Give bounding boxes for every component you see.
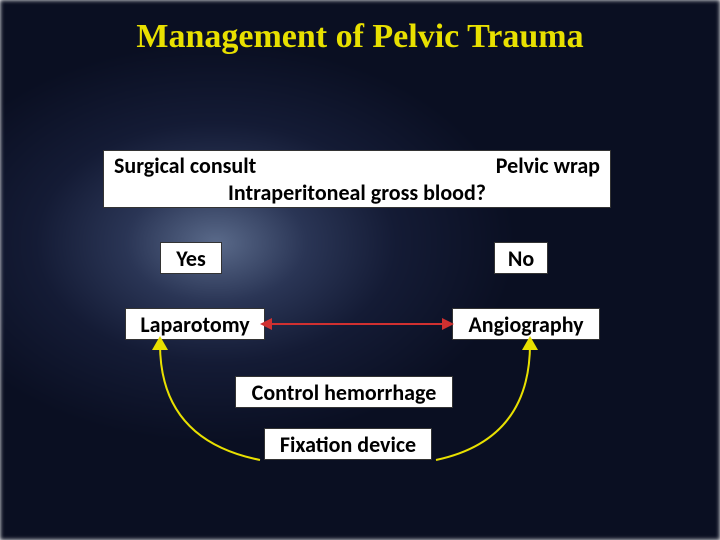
- laparotomy-box: Laparotomy: [125, 308, 265, 340]
- question-label: Intraperitoneal gross blood?: [114, 179, 600, 206]
- slide-title: Management of Pelvic Trauma: [0, 18, 720, 56]
- no-box: No: [494, 242, 548, 274]
- control-hemorrhage-box: Control hemorrhage: [235, 376, 453, 408]
- pelvic-wrap-label: Pelvic wrap: [496, 152, 600, 179]
- surgical-consult-label: Surgical consult: [114, 152, 256, 179]
- angiography-box: Angiography: [452, 308, 600, 340]
- yes-box: Yes: [160, 242, 222, 274]
- fixation-device-box: Fixation device: [264, 428, 432, 460]
- top-question-box: Surgical consult Pelvic wrap Intraperito…: [103, 150, 611, 208]
